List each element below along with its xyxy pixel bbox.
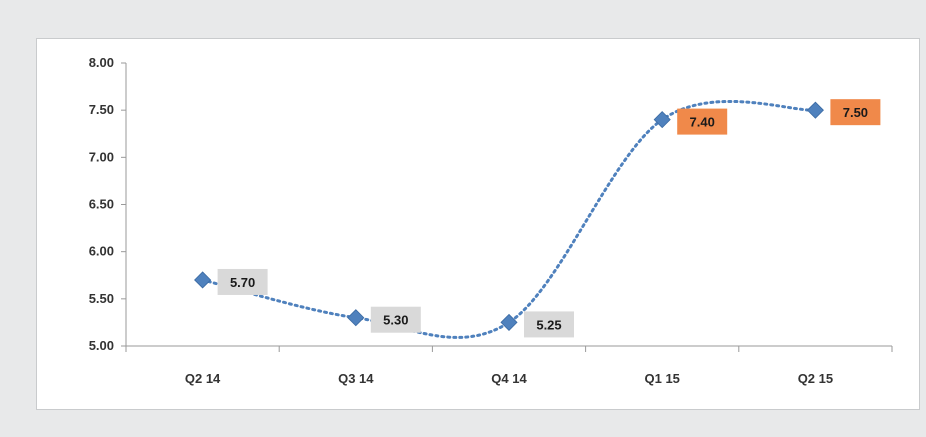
y-tick-label: 8.00 [89, 55, 114, 70]
data-label: 7.50 [830, 99, 881, 126]
data-label-box [524, 311, 574, 338]
data-point-marker [653, 111, 671, 129]
data-label-box [217, 268, 268, 295]
y-tick-label: 6.00 [89, 244, 114, 259]
data-label-text: 5.70 [230, 275, 255, 290]
x-tick-label: Q3 14 [338, 371, 374, 386]
x-axis: Q2 14 Q3 14 Q4 14 Q1 15 Q2 15 [125, 345, 893, 386]
data-label-box [677, 108, 728, 135]
data-point-marker [806, 101, 824, 119]
y-tick-label: 5.00 [89, 338, 114, 353]
data-label-text: 5.30 [383, 313, 408, 328]
x-tick-label: Q2 15 [798, 371, 833, 386]
data-label-box [830, 99, 881, 126]
data-point-marker [194, 271, 212, 289]
data-label-text: 7.40 [690, 115, 715, 130]
series-markers [194, 101, 824, 331]
y-tick-label: 7.50 [89, 102, 114, 117]
data-label-text: 5.25 [536, 317, 561, 332]
data-label: 5.25 [524, 311, 574, 338]
data-label: 7.40 [677, 108, 728, 135]
data-label-text: 7.50 [843, 105, 868, 120]
data-label: 5.30 [370, 306, 421, 333]
x-tick-label: Q4 14 [491, 371, 527, 386]
x-tick-label: Q1 15 [644, 371, 679, 386]
data-labels: 5.70 5.30 5.25 7.40 7.50 [217, 99, 881, 338]
x-tick-label: Q2 14 [185, 371, 221, 386]
data-point-marker [500, 313, 518, 331]
y-axis: 5.00 5.50 6.00 6.50 7.00 7.50 8.00 [89, 55, 127, 353]
y-tick-label: 6.50 [89, 197, 114, 212]
data-point-marker [347, 309, 365, 327]
y-tick-label: 7.00 [89, 149, 114, 164]
line-chart: 5.005.506.006.507.007.508.00 Q2 14 Q3 14 Q… [89, 55, 893, 386]
y-tick-label: 5.50 [89, 291, 114, 306]
data-label: 5.70 [217, 268, 268, 295]
data-label-box [370, 306, 421, 333]
series-line [201, 100, 817, 339]
chart-frame: 5.00 5.50 6.00 6.50 7.00 7.50 8.00 Q2 14 Q3 14 Q… [36, 38, 920, 410]
